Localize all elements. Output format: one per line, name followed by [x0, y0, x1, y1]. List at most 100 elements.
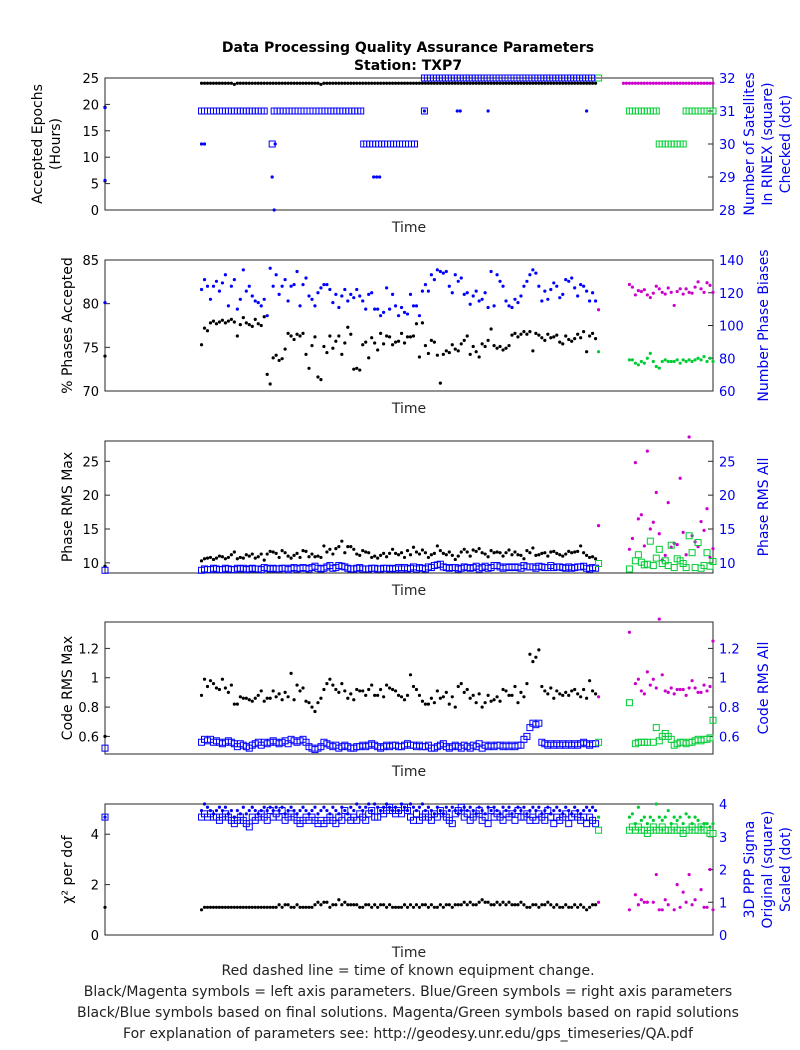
data-dot	[334, 903, 338, 907]
data-dot	[250, 905, 254, 909]
data-dot	[462, 690, 466, 695]
data-dot	[543, 903, 547, 907]
data-dot	[414, 81, 419, 85]
data-dot	[441, 352, 445, 356]
left-tick-label: 15	[82, 125, 99, 140]
data-dot	[501, 687, 505, 692]
plot-frame	[104, 803, 714, 936]
data-square	[260, 107, 268, 115]
data-dot	[423, 702, 428, 706]
data-dot	[516, 903, 520, 907]
data-dot	[585, 350, 589, 354]
data-dot	[103, 300, 107, 305]
data-dot	[307, 555, 311, 559]
data-dot	[355, 903, 359, 907]
data-dot	[579, 282, 583, 287]
data-dot	[376, 556, 380, 560]
data-dot	[256, 693, 260, 697]
data-dot	[702, 528, 706, 532]
series-left-final-dot	[103, 315, 598, 386]
data-dot	[681, 687, 685, 692]
data-dot	[696, 356, 700, 360]
data-dot	[483, 701, 487, 705]
data-dot	[202, 905, 207, 909]
data-dot	[262, 297, 266, 301]
data-dot	[423, 81, 428, 85]
data-dot	[382, 805, 386, 809]
data-dot	[507, 343, 511, 348]
data-dot	[657, 532, 661, 536]
left-tick-label: 25	[82, 72, 99, 87]
data-dot	[588, 555, 592, 560]
data-square	[565, 820, 573, 828]
data-dot	[253, 696, 257, 700]
data-dot	[648, 815, 652, 819]
data-dot	[441, 271, 445, 275]
data-dot	[328, 905, 332, 909]
data-dot	[337, 81, 341, 85]
data-square	[694, 539, 702, 547]
data-dot	[379, 687, 383, 692]
data-dot	[639, 359, 643, 364]
data-dot	[645, 670, 649, 674]
data-dot	[639, 289, 643, 294]
data-dot	[630, 536, 634, 541]
data-dot	[271, 905, 275, 909]
data-dot	[390, 343, 395, 347]
data-dot	[645, 356, 649, 360]
left-axis-label: Accepted Epochs	[30, 84, 46, 204]
data-dot	[280, 81, 284, 85]
data-dot	[468, 805, 472, 809]
data-dot	[690, 822, 694, 826]
data-dot	[639, 81, 643, 85]
data-dot	[699, 287, 703, 291]
right-axis-label: Scaled (dot)	[778, 827, 794, 912]
data-dot	[459, 903, 463, 907]
data-dot	[555, 805, 559, 809]
data-dot	[492, 304, 496, 308]
data-dot	[555, 81, 559, 85]
data-dot	[582, 551, 586, 555]
data-dot	[590, 331, 595, 335]
data-dot	[552, 808, 556, 813]
data-dot	[450, 695, 454, 699]
data-dot	[298, 334, 302, 338]
data-dot	[708, 684, 712, 689]
data-dot	[247, 284, 251, 288]
data-dot	[552, 281, 556, 285]
data-dot	[364, 550, 368, 554]
data-dot	[596, 900, 601, 904]
data-dot	[627, 630, 632, 634]
data-dot	[220, 81, 225, 85]
data-dot	[669, 81, 673, 85]
data-dot	[367, 81, 371, 85]
data-dot	[367, 356, 371, 360]
data-dot	[582, 905, 586, 909]
data-dot	[334, 292, 338, 296]
data-dot	[585, 109, 589, 113]
data-dot	[636, 677, 640, 681]
data-dot	[379, 903, 383, 907]
data-dot	[399, 81, 404, 85]
data-dot	[567, 808, 571, 813]
panel-epochs: 0 5 10 15 20 25 28 29 30 31 32 Time Accepted Epochs(…	[30, 72, 794, 236]
data-dot	[558, 808, 562, 813]
data-dot	[414, 808, 419, 813]
data-dot	[657, 815, 661, 819]
data-dot	[402, 698, 407, 702]
data-dot	[256, 322, 260, 326]
data-dot	[576, 294, 580, 298]
data-dot	[379, 314, 383, 318]
data-dot	[525, 81, 529, 85]
data-dot	[651, 677, 655, 681]
data-dot	[564, 690, 568, 695]
data-dot	[393, 805, 398, 809]
data-dot	[343, 341, 347, 345]
series-right-final-dot	[103, 106, 589, 212]
data-dot	[217, 289, 222, 293]
data-dot	[477, 547, 481, 551]
data-dot	[585, 805, 589, 809]
data-dot	[349, 545, 353, 549]
data-dot	[322, 544, 326, 548]
data-dot	[373, 81, 377, 85]
